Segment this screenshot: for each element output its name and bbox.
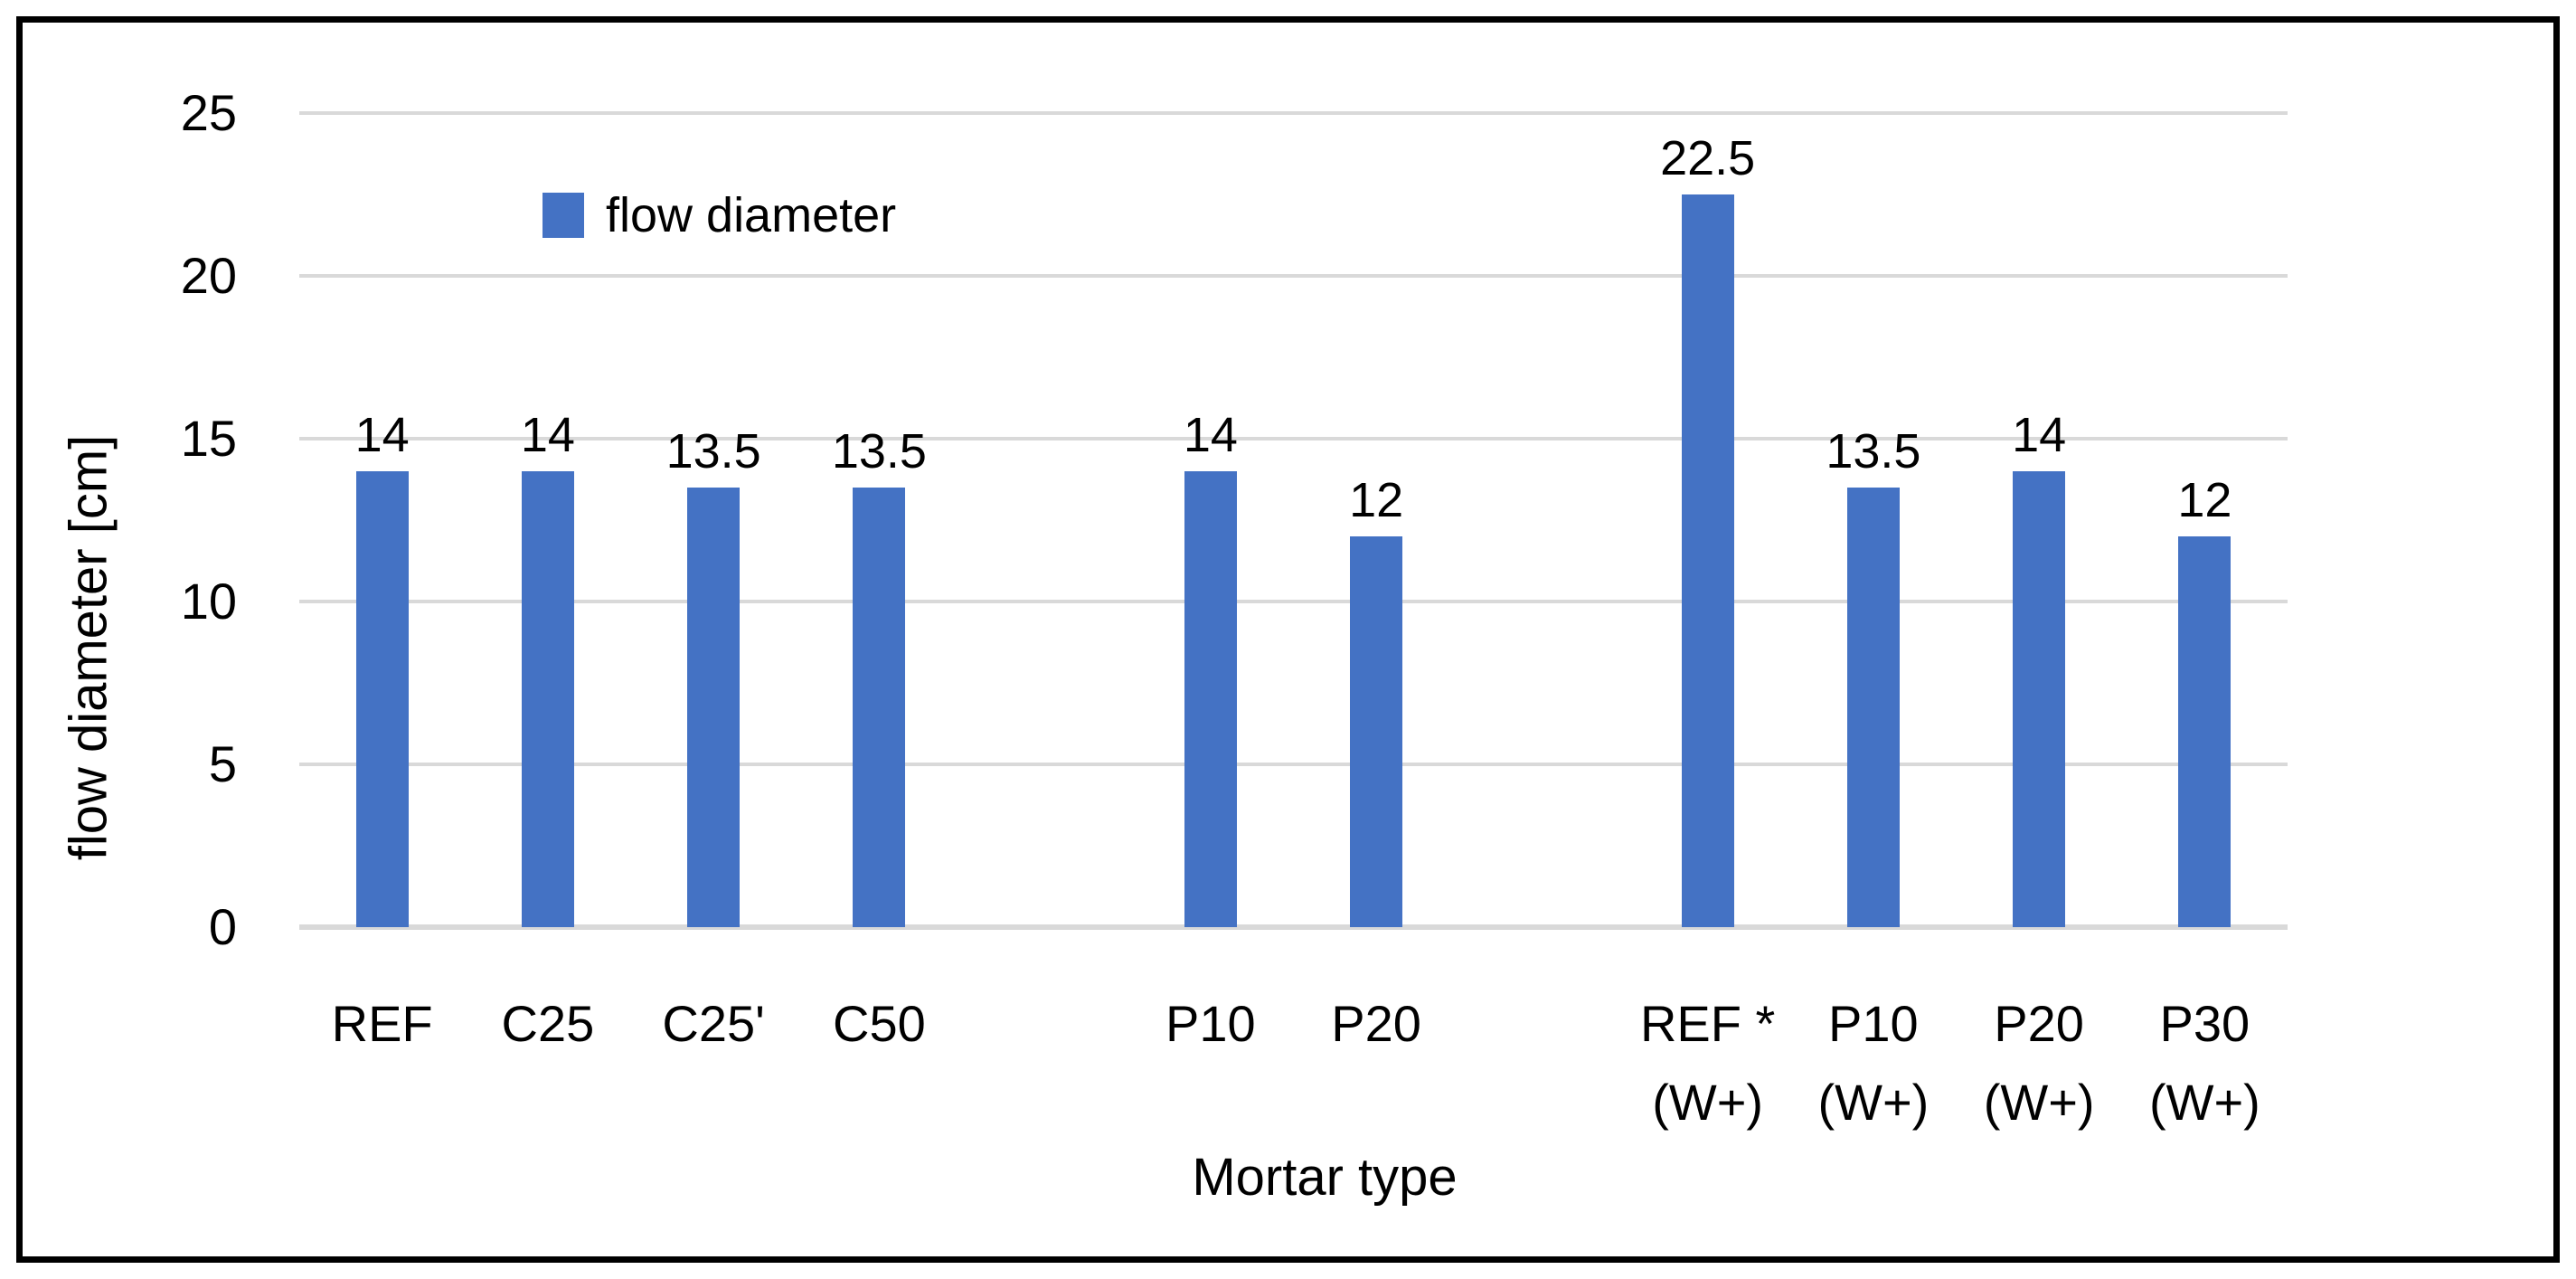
gridline-5	[299, 763, 2288, 766]
bar-value-label: 13.5	[1826, 423, 1921, 478]
x-axis-line	[299, 924, 2288, 930]
bar-p10-(w+)	[1846, 488, 1900, 927]
y-tick-label-0: 0	[208, 898, 237, 955]
bar-c50	[853, 488, 906, 927]
x-tick-label-p10: P10 (W+)	[1817, 995, 1930, 1131]
bar-value-label: 12	[1349, 472, 1404, 527]
gridline-10	[299, 600, 2288, 603]
x-tick-label-p30: P30 (W+)	[2148, 995, 2260, 1131]
bar-value-label: 14	[354, 407, 410, 462]
bar-value-label: 14	[520, 407, 575, 462]
bar-value-label: 22.5	[1660, 130, 1756, 185]
bar-value-label: 14	[1183, 407, 1238, 462]
legend: flow diameter	[543, 186, 896, 244]
x-tick-label-ref-*: REF * (W+)	[1639, 995, 1776, 1131]
bar-p20-(w+)	[2013, 471, 2066, 927]
gridline-15	[299, 437, 2288, 441]
x-tick-label-c50: C50	[833, 995, 926, 1052]
y-tick-label-15: 15	[180, 410, 237, 467]
x-tick-label-p20: P20	[1331, 995, 1421, 1052]
bar-c25'	[687, 488, 741, 927]
y-tick-label-10: 10	[180, 573, 237, 630]
legend-label: flow diameter	[606, 188, 897, 242]
x-tick-label-c25: C25	[501, 995, 595, 1052]
bar-value-label: 13.5	[831, 423, 927, 478]
gridline-20	[299, 274, 2288, 278]
bar-p10	[1184, 471, 1237, 927]
bar-value-label: 14	[2012, 407, 2067, 462]
bar-value-label: 13.5	[665, 423, 761, 478]
bar-p30-(w+)	[2178, 536, 2232, 927]
y-tick-label-25: 25	[180, 84, 237, 141]
x-tick-label-c25': C25'	[662, 995, 765, 1052]
x-tick-label-p10: P10	[1165, 995, 1256, 1052]
bar-p20	[1350, 536, 1403, 927]
chart-border	[16, 16, 2560, 1263]
x-axis-title: Mortar type	[1192, 1148, 1458, 1207]
plot-area: 14 14 13.5 13.5 14 12 22.5 13.5 14 12	[299, 111, 2288, 930]
bar-ref	[355, 471, 409, 927]
y-tick-label-5: 5	[208, 735, 237, 792]
legend-swatch-icon	[543, 193, 584, 238]
x-tick-label-ref: REF	[331, 995, 433, 1052]
bar-c25	[521, 471, 574, 927]
x-tick-label-p20: P20 (W+)	[1983, 995, 2095, 1131]
bar-ref-*-(w+)	[1681, 194, 1734, 927]
bar-value-label: 12	[2177, 472, 2232, 527]
gridline-25	[299, 111, 2288, 115]
y-tick-label-20: 20	[180, 247, 237, 304]
